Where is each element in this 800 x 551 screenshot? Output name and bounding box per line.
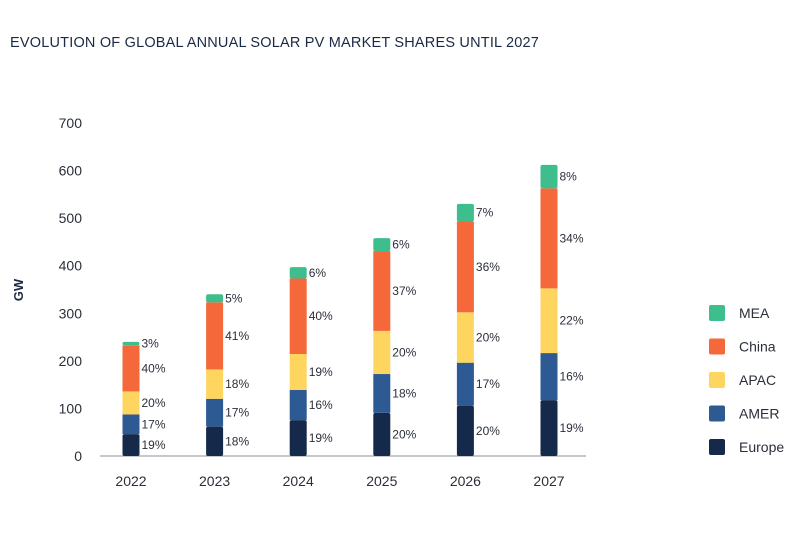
legend-swatch-china [709,338,725,355]
bar-segment-apac-2022 [122,391,140,415]
legend-label-mea: MEA [739,305,770,321]
data-label-amer-2022: 17% [142,417,166,431]
data-label-china-2027: 34% [560,231,584,245]
y-tick-label: 300 [59,305,83,321]
y-axis-title: GW [11,278,26,301]
bar-segment-europe-2023 [206,426,224,456]
data-label-apac-2027: 22% [560,314,584,328]
data-label-apac-2023: 18% [225,377,249,391]
y-tick-label: 200 [59,353,83,369]
bar-segment-mea-2022 [122,341,140,346]
x-tick-label: 2024 [283,473,314,489]
bar-segment-amer-2026 [456,362,474,406]
data-label-amer-2025: 18% [392,386,416,400]
data-label-amer-2023: 17% [225,406,249,420]
bar-segment-amer-2027 [540,353,558,401]
x-axis-ticks: 2022 2023 2024 2025 2026 2027 [115,473,564,489]
bar-segment-mea-2026 [456,203,474,222]
bar-segment-china-2026 [456,221,474,313]
data-label-mea-2025: 6% [392,238,410,252]
bar-segment-china-2027 [540,188,558,289]
bar-segment-amer-2022 [122,414,140,435]
data-label-mea-2026: 7% [476,206,494,220]
legend-label-amer: AMER [739,406,779,422]
bar-segment-mea-2025 [373,238,391,252]
y-tick-label: 600 [59,163,83,179]
data-label-china-2025: 37% [392,284,416,298]
data-label-mea-2024: 6% [309,266,327,280]
data-label-amer-2027: 16% [560,370,584,384]
bars-group: 19% 17% 20% 40% 3% 18% 17% 18% 41% 5% 19% 16% 19% 40%… [122,164,584,456]
x-tick-label: 2026 [450,473,481,489]
bar-segment-europe-2025 [373,412,391,456]
bar-segment-amer-2023 [206,398,224,427]
bar-segment-apac-2023 [206,369,224,399]
data-label-china-2022: 40% [142,361,166,375]
data-label-mea-2023: 5% [225,291,243,305]
y-tick-label: 500 [59,210,83,226]
data-label-apac-2026: 20% [476,330,500,344]
y-axis-ticks: 0 100 200 300 400 500 600 700 [59,115,83,464]
y-tick-label: 700 [59,115,83,131]
data-label-amer-2026: 17% [476,377,500,391]
bar-segment-mea-2024 [289,267,307,279]
data-label-china-2024: 40% [309,309,333,323]
bar-segment-china-2024 [289,278,307,355]
x-tick-label: 2025 [366,473,397,489]
data-label-europe-2022: 19% [142,438,166,452]
bar-segment-amer-2024 [289,389,307,421]
data-label-apac-2022: 20% [142,396,166,410]
legend: MEA China APAC AMER Europe [709,305,784,455]
bar-segment-europe-2027 [540,400,558,456]
data-label-europe-2023: 18% [225,434,249,448]
bar-segment-apac-2024 [289,354,307,390]
x-tick-label: 2023 [199,473,230,489]
legend-swatch-amer [709,405,725,422]
data-label-china-2026: 36% [476,260,500,274]
data-label-apac-2024: 19% [309,365,333,379]
legend-swatch-mea [709,305,725,321]
bar-segment-europe-2026 [456,405,474,456]
chart-title: EVOLUTION OF GLOBAL ANNUAL SOLAR PV MARK… [10,35,540,51]
bar-segment-apac-2027 [540,288,558,354]
bar-segment-china-2022 [122,345,140,392]
bar-segment-amer-2025 [373,374,391,413]
data-label-china-2023: 41% [225,329,249,343]
legend-label-apac: APAC [739,372,776,388]
x-tick-label: 2022 [115,473,146,489]
bar-segment-europe-2022 [122,434,140,456]
bar-segment-china-2023 [206,302,224,370]
bar-segment-apac-2026 [456,312,474,363]
data-label-europe-2026: 20% [476,424,500,438]
bar-segment-china-2025 [373,251,391,331]
y-tick-label: 400 [59,258,83,274]
bar-segment-mea-2027 [540,164,558,189]
legend-swatch-europe [709,439,725,455]
y-tick-label: 0 [74,448,82,464]
legend-label-europe: Europe [739,439,784,455]
bar-segment-mea-2023 [206,294,224,303]
x-tick-label: 2027 [533,473,564,489]
data-label-amer-2024: 16% [309,398,333,412]
data-label-mea-2022: 3% [142,337,160,351]
data-label-europe-2025: 20% [392,427,416,441]
data-label-europe-2024: 19% [309,431,333,445]
y-tick-label: 100 [59,400,83,416]
bar-segment-europe-2024 [289,420,307,456]
data-label-europe-2027: 19% [560,421,584,435]
legend-swatch-apac [709,372,725,388]
data-label-apac-2025: 20% [392,345,416,359]
legend-label-china: China [739,339,776,355]
bar-segment-apac-2025 [373,330,391,375]
data-label-mea-2027: 8% [560,170,578,184]
